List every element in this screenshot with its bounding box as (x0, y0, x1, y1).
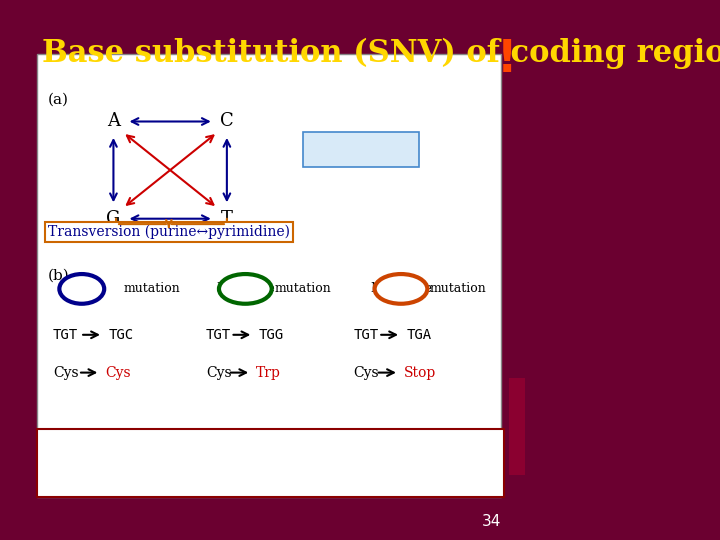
Text: (b): (b) (48, 268, 69, 282)
FancyBboxPatch shape (303, 132, 420, 167)
Ellipse shape (374, 274, 428, 303)
Text: TGT: TGT (53, 328, 78, 342)
Text: Neutral mutations: Neutral mutations (43, 450, 165, 463)
Text: TGT: TGT (206, 328, 231, 342)
Text: 34: 34 (482, 514, 501, 529)
FancyBboxPatch shape (37, 54, 501, 497)
Text: mutation: mutation (430, 282, 487, 295)
Ellipse shape (59, 274, 104, 303)
Text: Trp: Trp (256, 366, 281, 380)
Text: TGA: TGA (406, 328, 431, 342)
Text: Base substitution (SNV) of coding region: Base substitution (SNV) of coding region (42, 38, 720, 69)
Text: Nonsense: Nonsense (370, 282, 432, 295)
Text: Silent: Silent (63, 282, 100, 295)
Text: mutation: mutation (124, 282, 181, 295)
Text: Cys: Cys (53, 366, 78, 380)
Text: are a type of missense mutation in which the new amino: are a type of missense mutation in which… (125, 450, 464, 463)
Text: TGG: TGG (258, 328, 284, 342)
Text: A: A (107, 112, 120, 131)
Text: Cys: Cys (106, 366, 131, 380)
FancyBboxPatch shape (37, 429, 504, 497)
Text: G: G (107, 210, 120, 228)
Text: !: ! (496, 38, 517, 81)
Text: Cys: Cys (354, 366, 379, 380)
Text: mutation: mutation (274, 282, 331, 295)
Text: TGT: TGT (354, 328, 379, 342)
Text: Cys: Cys (206, 366, 231, 380)
Text: Stop: Stop (404, 366, 436, 380)
Text: (a): (a) (48, 93, 68, 107)
Text: Missense: Missense (216, 282, 275, 295)
Ellipse shape (219, 274, 271, 303)
Text: Transition: Transition (325, 143, 397, 157)
Text: Transversion (purine↔pyrimidine): Transversion (purine↔pyrimidine) (48, 225, 290, 239)
Text: TGC: TGC (108, 328, 133, 342)
Text: C: C (220, 112, 234, 131)
Text: T: T (221, 210, 233, 228)
FancyBboxPatch shape (509, 378, 525, 475)
Text: acid is chemically similar to the one it is replacing.: acid is chemically similar to the one it… (43, 466, 347, 479)
